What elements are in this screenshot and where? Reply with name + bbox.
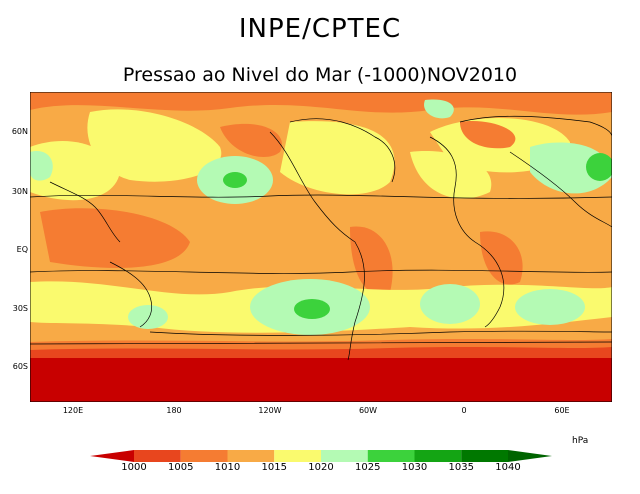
- lat-label-30n: 30N: [11, 187, 28, 196]
- colorbar-label: 1040: [495, 462, 521, 473]
- lon-label-60e: 60E: [554, 406, 570, 415]
- lon-label-120w: 120W: [258, 406, 282, 415]
- lon-label-60w: 60W: [358, 406, 378, 415]
- colorbar-label: 1005: [168, 462, 194, 473]
- chart-title: INPE/CPTEC: [238, 14, 402, 44]
- colorbar-segment: [367, 450, 415, 462]
- colorbar-segment: [461, 450, 508, 462]
- colorbar-segment: [414, 450, 462, 462]
- lon-label-0: 0: [461, 406, 467, 415]
- lat-label-60s: 60S: [12, 362, 28, 371]
- colorbar-label: 1015: [261, 462, 287, 473]
- colorbar-segment: [508, 450, 552, 462]
- colorbar-label: 1030: [401, 462, 428, 473]
- lat-label-eq: EQ: [16, 245, 28, 254]
- colorbar-label: 1035: [448, 462, 474, 473]
- colorbar-segment: [274, 450, 321, 462]
- colorbar-segment: [134, 450, 181, 462]
- colorbar-label: 1025: [355, 462, 381, 473]
- colorbar-segment: [321, 450, 368, 462]
- colorbar: [90, 450, 552, 462]
- colorbar-label: 1000: [121, 462, 147, 473]
- colorbar-label: 1020: [308, 462, 334, 473]
- lon-label-180: 180: [166, 406, 182, 415]
- colorbar-unit: hPa: [572, 436, 589, 446]
- lat-label-60n: 60N: [11, 127, 28, 136]
- chart-subtitle: Pressao ao Nivel do Mar (-1000)NOV2010: [122, 64, 518, 86]
- pressure-map: [30, 92, 612, 402]
- lat-label-30s: 30S: [12, 304, 28, 313]
- colorbar-segment: [227, 450, 275, 462]
- lon-label-120e: 120E: [62, 406, 84, 415]
- colorbar-segment: [90, 450, 134, 462]
- colorbar-label: 1010: [214, 462, 241, 473]
- colorbar-segment: [180, 450, 228, 462]
